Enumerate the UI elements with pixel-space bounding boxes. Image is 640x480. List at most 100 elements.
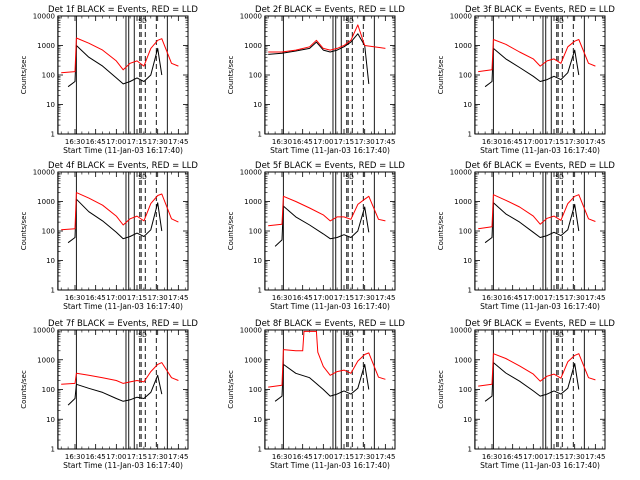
y-tick-label: 100 — [459, 386, 472, 394]
x-axis-label: Start Time (11-Jan-03 16:17:40) — [270, 461, 390, 470]
x-tick-label: 17:15 — [544, 294, 564, 302]
y-tick-label: 10000 — [450, 169, 472, 177]
x-tick-label: 17:30 — [148, 453, 168, 461]
panel-9: Det 9f BLACK = Events, RED = LLD 1 10 100 10… — [437, 319, 615, 470]
x-axis-label: Start Time (11-Jan-03 16:17:40) — [63, 461, 183, 470]
y-tick-label: 10000 — [240, 327, 262, 335]
x-tick-label: 16:45 — [503, 294, 523, 302]
y-tick-label: 10000 — [33, 327, 55, 335]
panel-7: Det 7f BLACK = Events, RED = LLD 1 10 100 10… — [20, 319, 198, 470]
x-tick-label: 17:00 — [313, 138, 333, 146]
y-tick-label: 1 — [468, 446, 472, 454]
x-tick-label: 17:30 — [148, 294, 168, 302]
panel-title: Det 5f BLACK = Events, RED = LLD — [255, 161, 405, 171]
sd-marker-label: SD — [345, 18, 354, 25]
panel-title: Det 3f BLACK = Events, RED = LLD — [465, 5, 615, 15]
panel-title: Det 6f BLACK = Events, RED = LLD — [465, 161, 615, 171]
panel-1: Det 1f BLACK = Events, RED = LLD 1 10 100 10… — [20, 5, 198, 155]
y-tick-label: 1000 — [454, 356, 472, 364]
panel-8: Det 8f BLACK = Events, RED = LLD 1 10 100 10… — [227, 319, 405, 470]
x-tick-label: 17:15 — [127, 138, 147, 146]
sd-marker-label: SD — [555, 174, 564, 181]
panel-4: Det 4f BLACK = Events, RED = LLD 1 10 100 10… — [20, 161, 198, 311]
y-tick-label: 1000 — [244, 356, 262, 364]
x-tick-label: 17:00 — [106, 138, 126, 146]
x-tick-label: 17:00 — [523, 138, 543, 146]
series-line-lld — [268, 24, 386, 53]
series-line-events — [268, 33, 370, 84]
x-tick-label: 17:45 — [375, 138, 395, 146]
sd-marker-label: SD — [345, 332, 354, 339]
panel-3: Det 3f BLACK = Events, RED = LLD 1 10 100 10… — [437, 5, 615, 155]
y-axis-label: Counts/sec — [437, 370, 445, 409]
x-tick-label: 17:15 — [334, 138, 354, 146]
x-tick-label: 17:30 — [565, 138, 585, 146]
series-line-lld — [478, 194, 596, 230]
x-axis-label: Start Time (11-Jan-03 16:17:40) — [270, 146, 390, 155]
x-axis-label: Start Time (11-Jan-03 16:17:40) — [480, 146, 600, 155]
x-tick-label: 17:15 — [334, 453, 354, 461]
x-tick-label: 17:30 — [565, 294, 585, 302]
y-tick-label: 1 — [468, 287, 472, 295]
x-axis-label: Start Time (11-Jan-03 16:17:40) — [270, 302, 390, 311]
x-tick-label: 17:00 — [313, 294, 333, 302]
y-tick-label: 10000 — [450, 13, 472, 21]
panel-title: Det 2f BLACK = Events, RED = LLD — [255, 5, 405, 15]
x-tick-label: 16:45 — [503, 453, 523, 461]
y-tick-label: 1000 — [37, 356, 55, 364]
series-line-lld — [478, 39, 596, 73]
y-tick-label: 100 — [459, 228, 472, 236]
y-tick-label: 1000 — [37, 198, 55, 206]
y-axis-label: Counts/sec — [437, 212, 445, 251]
y-tick-label: 100 — [42, 386, 55, 394]
x-tick-label: 16:45 — [86, 138, 106, 146]
x-tick-label: 16:30 — [272, 294, 292, 302]
sd-marker-label: SD — [555, 18, 564, 25]
y-tick-label: 10000 — [240, 13, 262, 21]
x-tick-label: 16:30 — [482, 453, 502, 461]
y-tick-label: 10000 — [450, 327, 472, 335]
y-tick-label: 1 — [258, 446, 262, 454]
sd-marker-label: SD — [138, 332, 147, 339]
y-tick-label: 100 — [42, 228, 55, 236]
x-axis-label: Start Time (11-Jan-03 16:17:40) — [63, 302, 183, 311]
sd-marker-label: SD — [345, 174, 354, 181]
x-tick-label: 17:45 — [168, 138, 188, 146]
x-tick-label: 17:30 — [148, 138, 168, 146]
x-tick-label: 17:30 — [355, 138, 375, 146]
series-line-lld — [61, 362, 179, 385]
x-tick-label: 16:30 — [65, 294, 85, 302]
x-tick-label: 17:15 — [544, 138, 564, 146]
series-line-lld — [268, 195, 386, 227]
panel-title: Det 1f BLACK = Events, RED = LLD — [48, 5, 198, 15]
y-tick-label: 1 — [468, 131, 472, 139]
x-axis-label: Start Time (11-Jan-03 16:17:40) — [480, 302, 600, 311]
x-tick-label: 17:00 — [313, 453, 333, 461]
x-tick-label: 17:15 — [334, 294, 354, 302]
y-tick-label: 1 — [51, 131, 55, 139]
y-axis-label: Counts/sec — [227, 370, 235, 409]
x-tick-label: 16:45 — [503, 138, 523, 146]
y-axis-label: Counts/sec — [437, 56, 445, 95]
x-tick-label: 16:30 — [65, 453, 85, 461]
x-tick-label: 17:30 — [355, 453, 375, 461]
y-tick-label: 10 — [253, 101, 262, 109]
x-tick-label: 16:45 — [293, 294, 313, 302]
x-tick-label: 16:45 — [86, 453, 106, 461]
panel-title: Det 7f BLACK = Events, RED = LLD — [48, 319, 198, 329]
panel-6: Det 6f BLACK = Events, RED = LLD 1 10 100 10… — [437, 161, 615, 311]
y-axis-label: Counts/sec — [20, 56, 28, 95]
y-tick-label: 100 — [249, 72, 262, 80]
x-tick-label: 17:45 — [585, 453, 605, 461]
x-tick-label: 16:30 — [482, 294, 502, 302]
x-tick-label: 16:30 — [482, 138, 502, 146]
x-tick-label: 17:45 — [168, 294, 188, 302]
y-tick-label: 10 — [463, 257, 472, 265]
y-tick-label: 1000 — [454, 42, 472, 50]
y-tick-label: 100 — [42, 72, 55, 80]
panel-title: Det 8f BLACK = Events, RED = LLD — [255, 319, 405, 329]
x-tick-label: 16:30 — [272, 453, 292, 461]
x-tick-label: 17:00 — [523, 294, 543, 302]
y-tick-label: 1 — [51, 446, 55, 454]
x-axis-label: Start Time (11-Jan-03 16:17:40) — [63, 146, 183, 155]
